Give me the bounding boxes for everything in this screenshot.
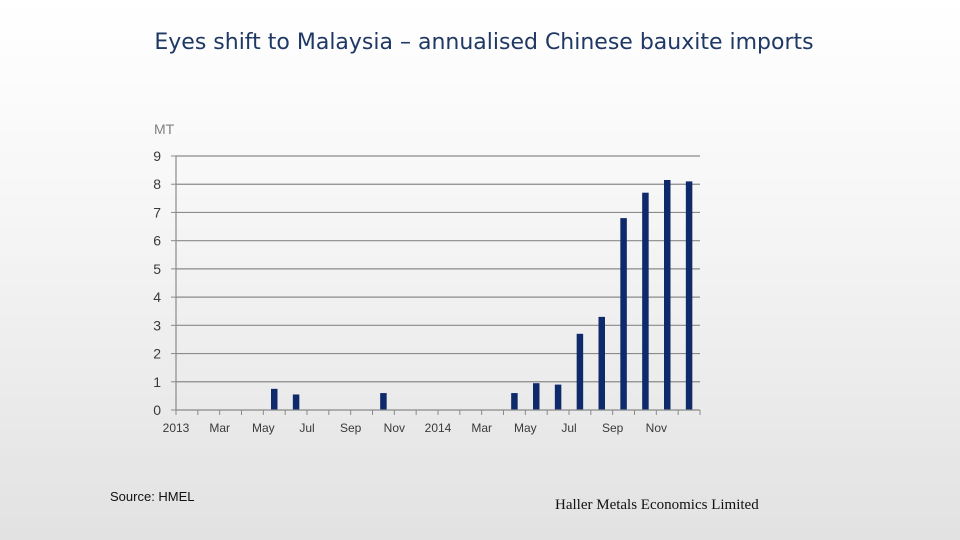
y-tick-label: 8 <box>153 176 161 192</box>
y-tick-label: 6 <box>153 233 161 249</box>
x-tick-label: Mar <box>209 421 230 435</box>
x-tick-label: Sep <box>602 421 624 435</box>
bar-may-2014 <box>533 383 540 410</box>
bar-dec-2014 <box>685 181 693 410</box>
bar-oct-2013 <box>380 393 387 410</box>
footer-company: Haller Metals Economics Limited <box>555 497 759 513</box>
slide-title: Eyes shift to Malaysia – annualised Chin… <box>154 30 814 55</box>
x-tick-label: Nov <box>384 421 405 435</box>
x-tick-label: Sep <box>340 421 362 435</box>
bar-may-2013 <box>271 388 278 410</box>
bar-aug-2014 <box>598 316 605 410</box>
y-tick-label: 4 <box>153 289 161 305</box>
y-tick-label: 0 <box>153 402 161 418</box>
y-tick-label: 3 <box>153 317 161 333</box>
axes <box>171 155 701 415</box>
x-tick-label: Jul <box>561 421 576 435</box>
y-tick-label: 2 <box>153 346 161 362</box>
bar-sep-2014 <box>620 218 627 410</box>
bar-nov-2014 <box>664 179 671 410</box>
x-axis-ticks: 2013 Mar May Jul Sep Nov 2014 Mar May Jul Sep Nov <box>163 421 667 435</box>
x-tick-label: Jul <box>299 421 314 435</box>
source-note: Source: HMEL <box>110 489 195 504</box>
bar-jun-2013 <box>292 394 300 410</box>
y-tick-label: 5 <box>153 261 161 277</box>
gridlines <box>176 155 700 383</box>
bar-apr-2014 <box>511 393 518 410</box>
y-tick-label: 7 <box>153 204 161 220</box>
x-tick-label: May <box>252 421 275 435</box>
x-tick-label: May <box>514 421 537 435</box>
x-tick-label: Nov <box>646 421 667 435</box>
bar-oct-2014 <box>642 192 649 410</box>
bar-jun-2014 <box>554 384 562 410</box>
x-tick-label: 2013 <box>163 421 190 435</box>
bars <box>271 179 693 410</box>
y-tick-label: 9 <box>153 148 161 164</box>
x-tick-label: Mar <box>471 421 492 435</box>
y-axis-ticks: 0 1 2 3 4 5 6 7 8 9 <box>153 148 161 418</box>
y-tick-label: 1 <box>153 374 161 390</box>
x-tick-label: 2014 <box>425 421 452 435</box>
bar-jul-2014 <box>576 333 584 410</box>
y-axis-unit-label: MT <box>154 121 175 137</box>
